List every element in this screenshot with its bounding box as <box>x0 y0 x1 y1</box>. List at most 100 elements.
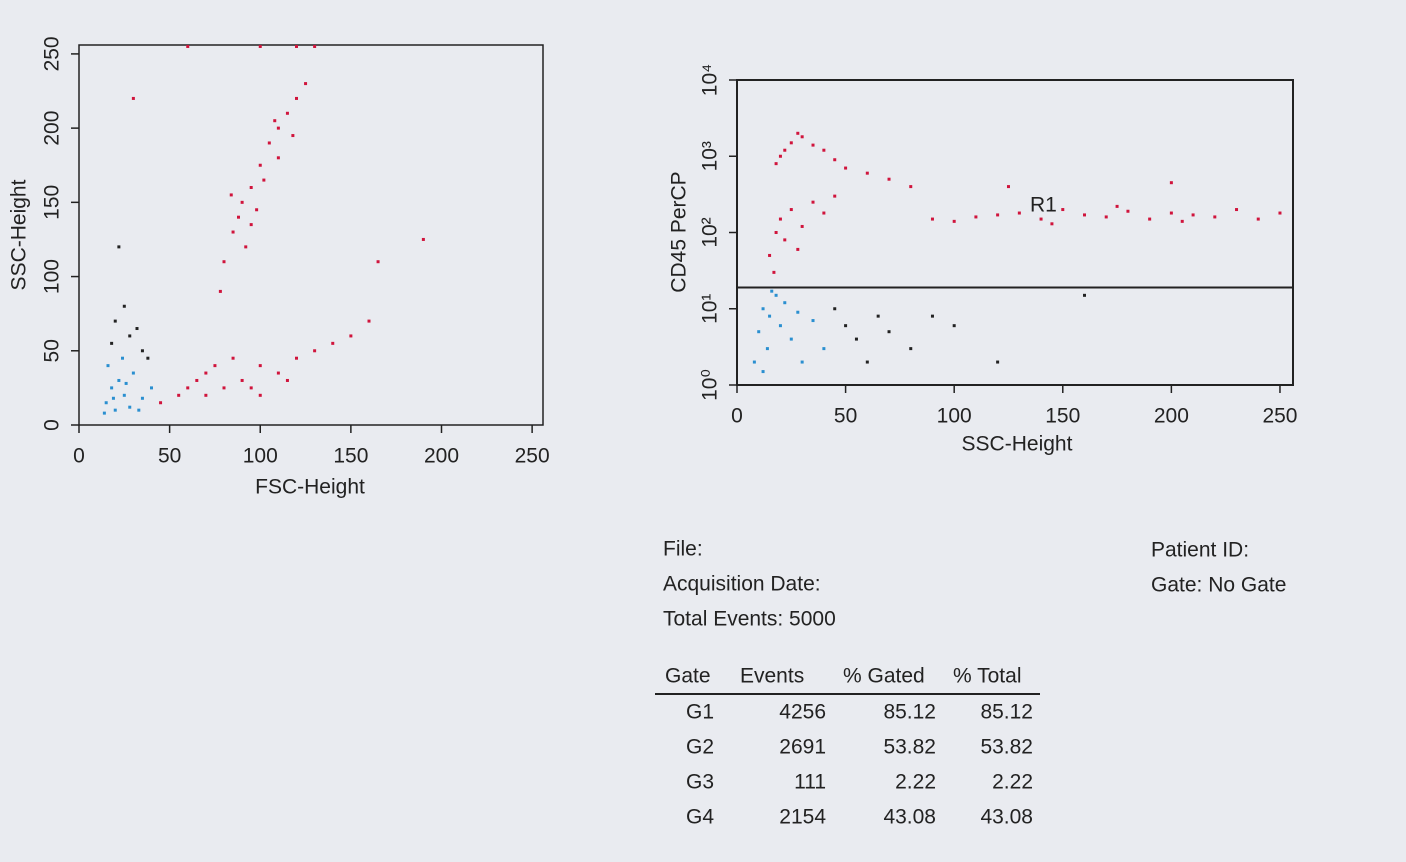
event-dot <box>249 386 253 390</box>
event-dot <box>778 154 782 158</box>
x-tick-label: 150 <box>333 445 368 468</box>
y-tick-label: 50 <box>41 339 64 362</box>
event-dot <box>222 386 226 390</box>
event-dot <box>865 171 869 175</box>
event-dot <box>295 96 298 100</box>
y-tick-label: 10¹ <box>699 294 722 324</box>
event-dot <box>865 360 869 364</box>
table-cell: 2.22 <box>895 771 936 794</box>
event-dot <box>1278 211 1282 215</box>
event-dot <box>1191 213 1195 217</box>
event-dot <box>822 347 826 351</box>
event-dot <box>789 141 793 145</box>
event-dot <box>131 371 135 375</box>
event-dot <box>909 185 913 189</box>
y-axis-label: SSC-Height <box>8 179 31 290</box>
x-tick-label: 50 <box>158 445 181 468</box>
table-cell: G2 <box>686 736 714 759</box>
event-dot <box>285 378 289 382</box>
table-cell: 43.08 <box>980 806 1033 829</box>
event-dot <box>1061 208 1065 212</box>
event-dot <box>121 356 124 360</box>
event-dot <box>844 324 848 328</box>
event-dot <box>1006 185 1010 189</box>
event-dot <box>204 393 208 397</box>
event-dot <box>249 223 253 227</box>
y-tick-label: 150 <box>41 185 64 220</box>
event-dot <box>1169 181 1173 185</box>
region-label: R1 <box>1030 194 1057 217</box>
table-cell: 85.12 <box>883 701 936 724</box>
event-dot <box>854 337 858 341</box>
event-dot <box>273 119 277 123</box>
event-dot <box>276 371 280 375</box>
event-dot <box>313 349 317 353</box>
event-dot <box>1115 204 1119 208</box>
event-dot <box>752 360 756 364</box>
event-dot <box>800 360 804 364</box>
date-label: Acquisition Date: <box>663 573 821 596</box>
event-dot <box>244 245 248 249</box>
event-dot <box>258 393 262 397</box>
event-dot <box>811 319 815 323</box>
event-dot <box>304 82 308 86</box>
y-tick-label: 0 <box>41 419 64 431</box>
event-dot <box>128 334 132 338</box>
event-dot <box>237 215 240 219</box>
event-dot <box>800 135 804 139</box>
event-dot <box>783 301 787 305</box>
event-dot <box>952 219 956 223</box>
event-dot <box>789 208 793 212</box>
y-tick-label: 10⁰ <box>699 369 722 401</box>
x-tick-label: 0 <box>73 445 85 468</box>
event-dot <box>285 111 289 115</box>
table-header: % Gated <box>843 665 925 688</box>
event-dot <box>276 156 280 160</box>
event-dot <box>295 356 298 360</box>
event-dot <box>117 378 121 382</box>
event-dot <box>770 289 774 293</box>
table-cell: 2.22 <box>992 771 1033 794</box>
event-dot <box>887 177 891 181</box>
event-dot <box>772 270 776 274</box>
event-dot <box>1104 215 1108 219</box>
table-header: Events <box>740 665 804 688</box>
event-dot <box>1039 217 1043 221</box>
event-dot <box>1180 219 1184 223</box>
event-dot <box>231 356 235 360</box>
event-dot <box>240 200 244 204</box>
event-dot <box>930 314 934 318</box>
event-dot <box>276 126 280 130</box>
event-dot <box>796 131 800 135</box>
event-dot <box>778 217 782 221</box>
event-dot <box>774 162 778 166</box>
event-dot <box>1083 293 1086 297</box>
y-tick-label: 250 <box>41 36 64 71</box>
event-dot <box>159 401 163 405</box>
event-dot <box>783 238 787 242</box>
event-dot <box>249 186 253 189</box>
event-dot <box>844 166 848 170</box>
event-dot <box>240 378 244 382</box>
event-dot <box>186 386 190 390</box>
event-dot <box>222 260 226 264</box>
event-dot <box>768 253 772 257</box>
event-dot <box>349 334 353 338</box>
plot-frame <box>78 44 544 426</box>
event-dot <box>258 44 262 48</box>
event-dot <box>291 134 295 138</box>
event-dot <box>177 393 181 397</box>
event-dot <box>213 364 217 368</box>
event-dot <box>1017 211 1021 215</box>
table-cell: G3 <box>686 771 714 794</box>
table-cell: 85.12 <box>980 701 1033 724</box>
event-dot <box>887 330 891 334</box>
event-dot <box>140 349 144 353</box>
x-tick-label: 250 <box>515 445 550 468</box>
event-dot <box>757 330 761 334</box>
event-dot <box>140 396 144 400</box>
event-dot <box>135 327 139 331</box>
event-dot <box>761 307 765 311</box>
event-dot <box>146 356 150 360</box>
x-tick-label: 0 <box>731 405 743 428</box>
